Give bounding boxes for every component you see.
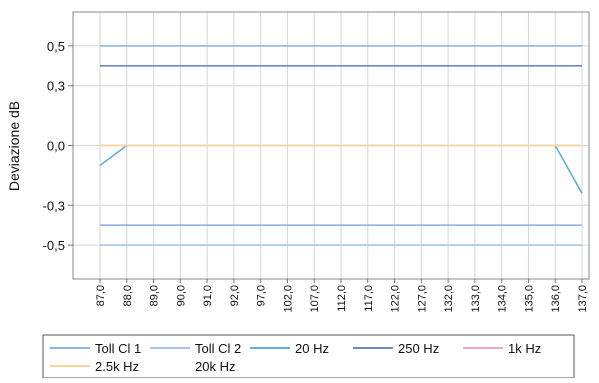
x-tick-label: 107,0: [309, 285, 321, 313]
legend-label: 2.5k Hz: [95, 359, 139, 374]
legend-label: 250 Hz: [398, 341, 439, 356]
x-tick-label: 122,0: [390, 285, 402, 313]
x-axis-ticks: 87,0 88,0 89,0 90,0 91,0 92,0 97,0 102,0 107,0 11…: [95, 279, 589, 313]
x-tick-label: 136,0: [550, 285, 562, 313]
x-tick-label: 90,0: [175, 285, 187, 306]
legend: Toll Cl 1 Toll Cl 2 20 Hz 250 Hz 1k Hz 2.5k H…: [50, 341, 541, 374]
y-axis-ticks: 0,5 0,3 0,0 -0,3 -0,5: [43, 39, 73, 253]
x-tick-label: 89,0: [149, 285, 161, 306]
x-tick-label: 88,0: [122, 285, 134, 306]
y-tick-label: 0,0: [47, 139, 65, 154]
x-tick-label: 132,0: [443, 285, 455, 313]
series-line: [554, 145, 583, 194]
y-axis-label: Deviazione dB: [6, 101, 22, 191]
x-tick-label: 127,0: [416, 285, 428, 313]
x-tick-label: 137,0: [577, 285, 589, 313]
legend-label: Toll Cl 2: [195, 341, 241, 356]
y-tick-label: 0,3: [47, 79, 65, 94]
series-lines: [99, 45, 583, 246]
legend-label: 20 Hz: [295, 341, 329, 356]
x-tick-label: 97,0: [256, 285, 268, 306]
x-tick-label: 91,0: [202, 285, 214, 306]
x-tick-label: 102,0: [282, 285, 294, 313]
y-tick-label: -0,3: [43, 198, 65, 213]
series-line: [99, 144, 128, 167]
y-tick-label: 0,5: [47, 39, 65, 54]
x-tick-label: 92,0: [229, 285, 241, 306]
x-tick-label: 133,0: [470, 285, 482, 313]
y-tick-label: -0,5: [43, 238, 65, 253]
legend-label: Toll Cl 1: [95, 341, 141, 356]
legend-label: 1k Hz: [508, 341, 541, 356]
x-tick-label: 117,0: [363, 285, 375, 312]
x-tick-label: 134,0: [497, 285, 509, 313]
x-tick-label: 135,0: [523, 285, 535, 313]
legend-label: 20k Hz: [195, 359, 235, 374]
x-tick-label: 87,0: [95, 285, 107, 306]
x-tick-label: 112,0: [336, 285, 348, 312]
legend-box: [42, 334, 575, 379]
